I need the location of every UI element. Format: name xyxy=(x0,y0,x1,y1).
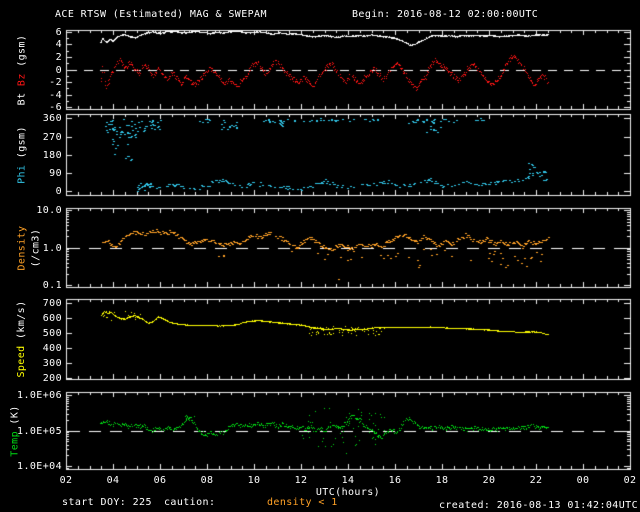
y-tick-label: 10.0 xyxy=(36,205,62,216)
y-tick-label: 0.1 xyxy=(42,280,62,291)
x-tick-label: 10 xyxy=(247,475,261,486)
y-tick-label: 300 xyxy=(42,358,62,369)
y-tick-label: 6 xyxy=(55,27,62,38)
y-tick-label: 2 xyxy=(55,52,62,63)
y-tick-label: -2 xyxy=(49,77,62,88)
x-tick-label: 18 xyxy=(435,475,449,486)
y-tick-label: 0 xyxy=(55,186,62,197)
y-tick-label: 600 xyxy=(42,313,62,324)
y-tick-label: 400 xyxy=(42,343,62,354)
mag-axis-label: Bt Bz (gsm) xyxy=(16,34,27,105)
y-tick-label: 200 xyxy=(42,373,62,384)
x-tick-label: 12 xyxy=(294,475,308,486)
plot-title: ACE RTSW (Estimated) MAG & SWEPAM xyxy=(55,9,267,20)
y-tick-label: 90 xyxy=(49,168,62,179)
y-tick-label: 360 xyxy=(42,113,62,124)
y-tick-label: 0 xyxy=(55,65,62,76)
density-axis-label: Density (/cm3) xyxy=(16,225,41,270)
temp-axis-label: Temp (K) xyxy=(9,404,20,457)
footer-start-doy: start DOY: 225 xyxy=(62,497,152,508)
footer-caution-label: caution: xyxy=(164,497,216,508)
y-tick-label: -4 xyxy=(49,90,62,101)
y-tick-label: 500 xyxy=(42,328,62,339)
y-tick-label: 1.0E+06 xyxy=(17,390,62,401)
x-tick-label: 00 xyxy=(576,475,590,486)
begin-timestamp: Begin: 2016-08-12 02:00:00UTC xyxy=(352,9,539,20)
y-tick-label: 1.0 xyxy=(42,243,62,254)
x-tick-label: 20 xyxy=(482,475,496,486)
y-tick-label: 700 xyxy=(42,298,62,309)
x-tick-label: 14 xyxy=(341,475,355,486)
x-tick-label: 06 xyxy=(153,475,167,486)
phi-axis-label: Phi (gsm) xyxy=(16,125,27,184)
x-tick-label: 02 xyxy=(59,475,73,486)
x-axis-title: UTC(hours) xyxy=(315,487,381,498)
footer-caution-value: density < 1 xyxy=(267,497,338,508)
x-tick-label: 08 xyxy=(200,475,214,486)
x-tick-label: 16 xyxy=(388,475,402,486)
y-tick-label: 1.0E+04 xyxy=(17,461,62,472)
x-tick-label: 04 xyxy=(106,475,120,486)
y-tick-label: 1.0E+05 xyxy=(17,426,62,437)
y-tick-label: -6 xyxy=(49,102,62,113)
y-tick-label: 180 xyxy=(42,150,62,161)
y-tick-label: 4 xyxy=(55,39,62,50)
x-tick-label: 02 xyxy=(623,475,637,486)
footer-created-timestamp: created: 2016-08-13 01:42:04UTC xyxy=(438,500,638,511)
x-tick-label: 22 xyxy=(529,475,543,486)
speed-axis-label: Speed (km/s) xyxy=(16,300,27,378)
y-tick-label: 270 xyxy=(42,132,62,143)
